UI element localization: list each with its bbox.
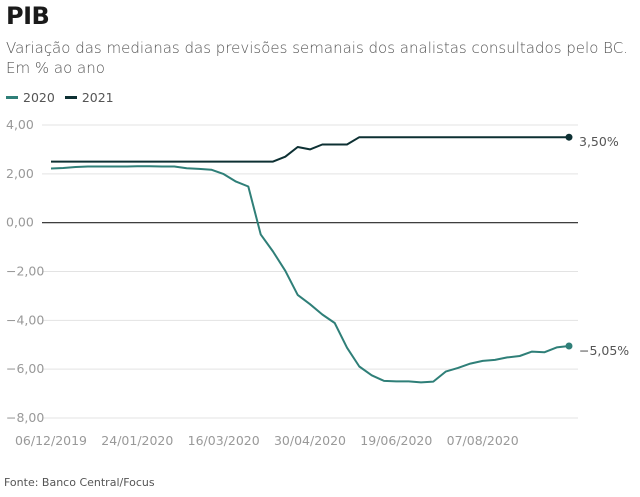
end-point-2020 [565, 342, 573, 350]
y-tick-label: 0,00 [6, 215, 34, 230]
y-tick-label: 4,00 [6, 117, 34, 132]
line-chart: 4,00 2,00 0,00 −2,00 −4,00 −6,00 −8,00 06/12/2… [6, 117, 629, 448]
chart-subtitle: Variação das medianas das previsões sema… [6, 39, 628, 77]
x-tick-label: 06/12/2019 [15, 433, 87, 448]
y-tick-label: −2,00 [6, 264, 44, 279]
y-tick-label: 2,00 [6, 166, 34, 181]
legend-label-2020: 2020 [23, 90, 55, 105]
gridlines [42, 124, 578, 419]
source-note: Fonte: Banco Central/Focus [4, 476, 155, 489]
end-label-2021: 3,50% [579, 134, 619, 149]
legend-swatch-2021 [64, 96, 77, 99]
y-axis-ticks: 4,00 2,00 0,00 −2,00 −4,00 −6,00 −8,00 [6, 117, 44, 425]
x-tick-label: 24/01/2020 [101, 433, 173, 448]
y-tick-label: −8,00 [6, 410, 44, 425]
legend: 2020 2021 [6, 90, 114, 105]
legend-item-2021[interactable]: 2021 [64, 90, 114, 105]
x-axis-ticks: 06/12/2019 24/01/2020 16/03/2020 30/04/2020… [15, 433, 519, 448]
series-line-2021 [51, 136, 569, 163]
x-tick-label: 16/03/2020 [188, 433, 260, 448]
x-tick-label: 07/08/2020 [447, 433, 519, 448]
x-tick-label: 30/04/2020 [274, 433, 346, 448]
legend-swatch-2020 [6, 96, 18, 99]
y-tick-label: −6,00 [6, 361, 44, 376]
end-label-2020: −5,05% [579, 343, 629, 358]
series-lines: −5,05% 3,50% [50, 133, 629, 384]
legend-item-2020[interactable]: 2020 [6, 90, 55, 105]
y-tick-label: −4,00 [6, 312, 44, 327]
x-tick-label: 19/06/2020 [360, 433, 432, 448]
legend-label-2021: 2021 [81, 90, 114, 105]
chart-title: PIB [6, 2, 50, 30]
end-point-2021 [565, 133, 573, 141]
series-line-2020 [50, 165, 570, 384]
